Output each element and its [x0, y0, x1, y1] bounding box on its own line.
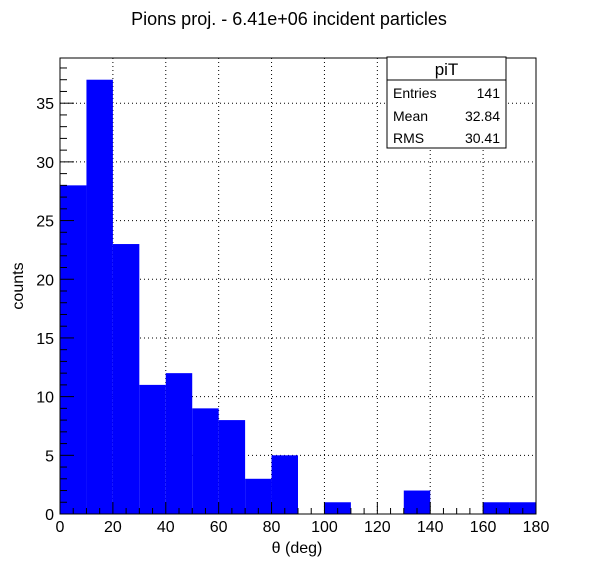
- chart-title: Pions proj. - 6.41e+06 incident particle…: [131, 9, 447, 29]
- x-tick-label: 20: [104, 519, 122, 536]
- x-tick-label: 160: [470, 519, 497, 536]
- stats-box: piT Entries 141 Mean 32.84 RMS 30.41: [386, 56, 507, 149]
- x-tick-label: 40: [157, 519, 175, 536]
- y-tick-label: 15: [36, 331, 54, 348]
- stats-entries-label: Entries: [393, 85, 437, 101]
- stats-box-title: piT: [435, 60, 459, 79]
- histogram-bar: [271, 455, 298, 514]
- histogram-bar: [192, 408, 219, 514]
- histogram-bar: [112, 244, 140, 514]
- y-tick-label: 10: [36, 390, 54, 407]
- histogram-bar: [165, 373, 193, 514]
- stats-mean-value: 32.84: [465, 108, 500, 124]
- stats-rms-label: RMS: [393, 130, 424, 146]
- x-tick-label: 100: [311, 519, 338, 536]
- x-tick-label: 120: [364, 519, 391, 536]
- y-tick-label: 25: [36, 214, 54, 231]
- y-tick-label: 5: [45, 448, 54, 465]
- histogram-bar: [218, 420, 246, 514]
- x-tick-label: 180: [523, 519, 550, 536]
- x-tick-label: 80: [263, 519, 281, 536]
- y-tick-label: 20: [36, 272, 54, 289]
- x-tick-label: 0: [56, 519, 65, 536]
- y-tick-label: 35: [36, 96, 54, 113]
- histogram-bars: [60, 79, 536, 514]
- y-axis-ticks: 0 5 10 15 20 25 30 35: [36, 67, 74, 524]
- stats-mean-label: Mean: [393, 108, 428, 124]
- x-tick-label: 60: [210, 519, 228, 536]
- histogram-bar: [139, 384, 166, 514]
- histogram-bar: [86, 79, 113, 514]
- stats-box-frame: [386, 56, 507, 149]
- x-tick-label: 140: [417, 519, 444, 536]
- y-axis-label: counts: [10, 262, 27, 309]
- histogram-bar: [403, 490, 431, 514]
- y-tick-label: 0: [45, 507, 54, 524]
- stats-rms-value: 30.41: [465, 130, 500, 146]
- x-axis-ticks: 0 20 40 60 80 100 120 140 160 180: [56, 502, 550, 536]
- y-tick-label: 30: [36, 155, 54, 172]
- x-axis-label: θ (deg): [272, 540, 323, 557]
- stats-entries-value: 141: [477, 85, 501, 101]
